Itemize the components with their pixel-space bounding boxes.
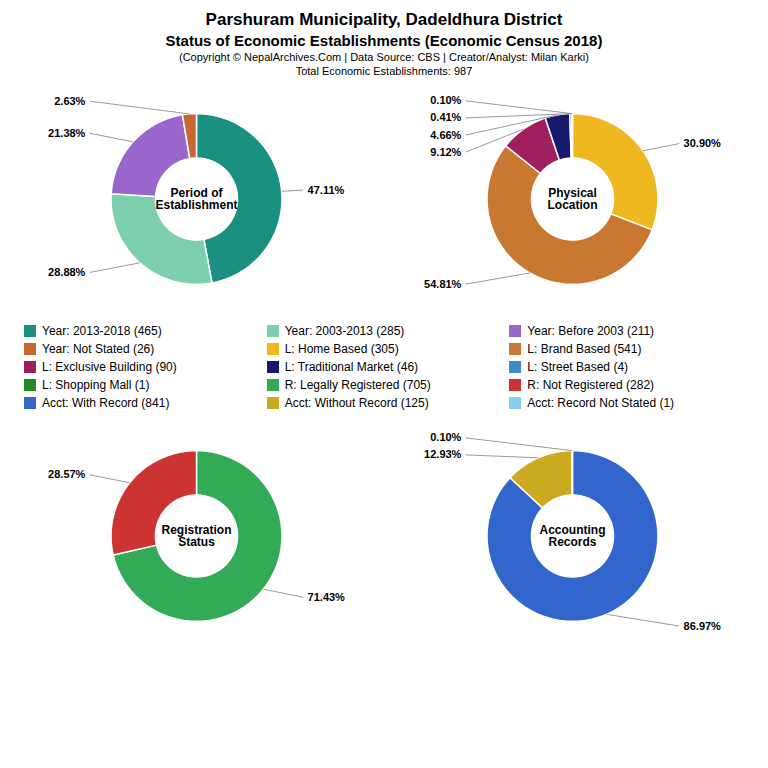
svg-text:47.11%: 47.11% (308, 184, 345, 196)
svg-text:4.66%: 4.66% (430, 129, 461, 141)
svg-text:RegistrationStatus: RegistrationStatus (161, 523, 231, 549)
html-text:Acct: With Record (841): Acct: With Record (841) (42, 396, 170, 410)
svg-text:54.81%: 54.81% (424, 278, 462, 290)
html-text:R: Legally Registered (705): R: Legally Registered (705) (284, 378, 431, 392)
svg-text:PhysicalLocation: PhysicalLocation (548, 186, 598, 212)
svg-text:21.38%: 21.38% (48, 127, 86, 139)
html-text:L: Traditional Market (46): L: Traditional Market (46) (284, 360, 418, 374)
html-text:Acct: Without Record (125): Acct: Without Record (125) (284, 396, 429, 410)
html-text:Total Economic Establishments:: Total Economic Establishments: 987 (295, 65, 473, 77)
html-text:Year: 2003-2013 (285): Year: 2003-2013 (285) (284, 324, 405, 338)
svg-text:28.57%: 28.57% (48, 468, 86, 480)
svg-text:9.12%: 9.12% (430, 146, 461, 158)
svg-text:30.90%: 30.90% (684, 137, 722, 149)
html-text:Acct: Record Not Stated (1): Acct: Record Not Stated (1) (527, 396, 675, 410)
svg-text:12.93%: 12.93% (424, 448, 462, 460)
html-text:L: Brand Based (541): L: Brand Based (541) (527, 342, 642, 356)
svg-text:2.63%: 2.63% (54, 95, 85, 107)
html-text:(Copyright © NepalArchives.Com: (Copyright © NepalArchives.Com | Data So… (179, 51, 589, 63)
svg-text:28.88%: 28.88% (48, 266, 86, 278)
svg-text:0.10%: 0.10% (430, 94, 461, 106)
html-text:Year: Not Stated (26): Year: Not Stated (26) (42, 342, 155, 356)
html-text:Year: 2013-2018 (465): Year: 2013-2018 (465) (42, 324, 162, 338)
svg-text:86.97%: 86.97% (684, 620, 722, 632)
html-text:Parshuram Municipality, Dadeld: Parshuram Municipality, Dadeldhura Distr… (205, 10, 563, 29)
svg-text:0.10%: 0.10% (430, 431, 461, 443)
html-text:L: Street Based (4): L: Street Based (4) (527, 360, 628, 374)
html-text:R: Not Registered (282): R: Not Registered (282) (527, 378, 655, 392)
svg-text:0.41%: 0.41% (430, 111, 461, 123)
html-text:L: Shopping Mall (1): L: Shopping Mall (1) (42, 378, 150, 392)
svg-text:AccountingRecords: AccountingRecords (540, 523, 606, 549)
svg-text:Period ofEstablishment: Period ofEstablishment (155, 186, 237, 212)
html-text:Year: Before 2003 (211): Year: Before 2003 (211) (527, 324, 655, 338)
html-text:L: Home Based (305): L: Home Based (305) (284, 342, 399, 356)
html-text:L: Exclusive Building (90): L: Exclusive Building (90) (42, 360, 177, 374)
svg-text:71.43%: 71.43% (308, 591, 346, 603)
html-text:Status of Economic Establishme: Status of Economic Establishments (Econo… (165, 32, 603, 49)
